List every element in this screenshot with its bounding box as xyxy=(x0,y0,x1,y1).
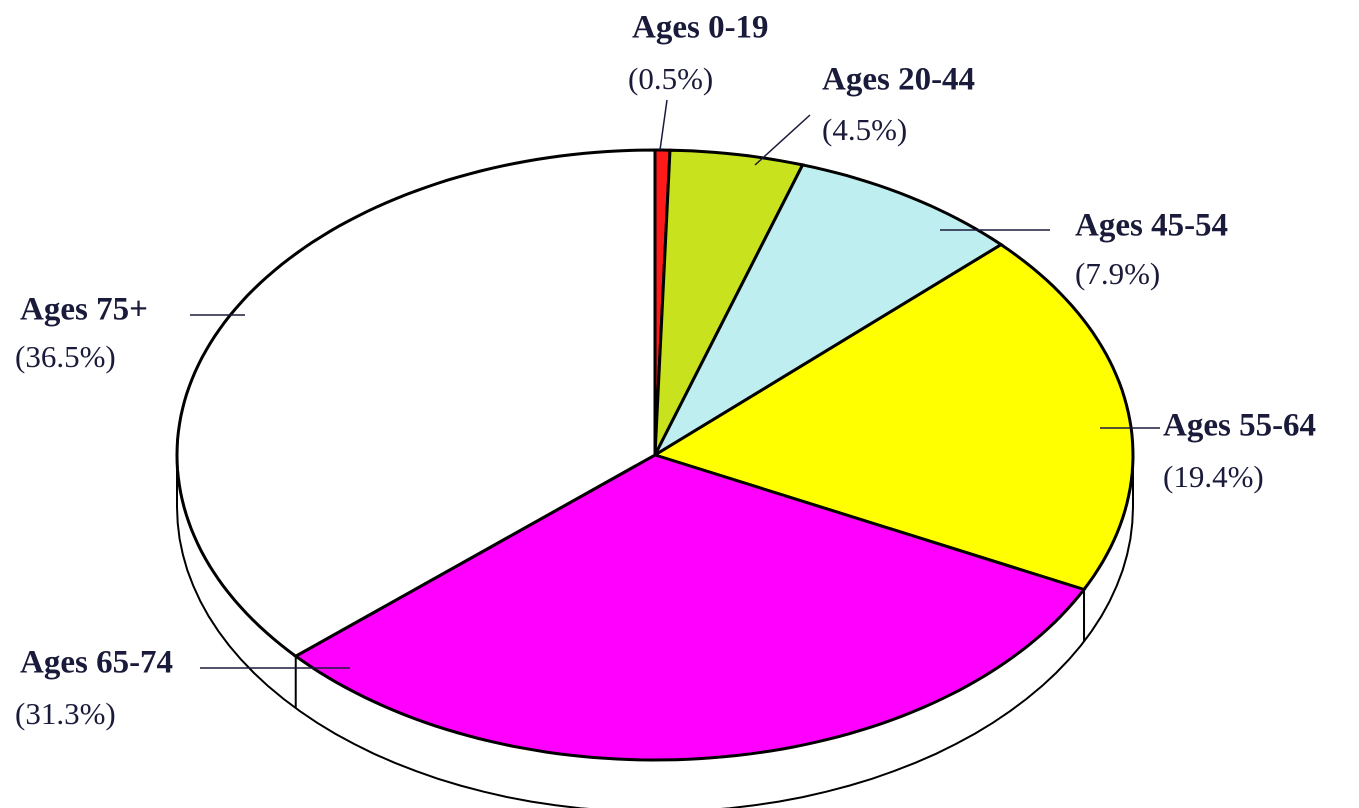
value-label: (31.3%) xyxy=(15,696,116,731)
pie-slice xyxy=(175,148,657,658)
leader-line xyxy=(659,99,668,151)
slice-label: Ages 75+ xyxy=(20,292,148,328)
slice-label: Ages 45-54 xyxy=(1075,208,1228,244)
slice-label: Ages 65-74 xyxy=(20,645,173,681)
pie-slice xyxy=(651,242,1135,592)
slice-label: Ages 55-64 xyxy=(1163,408,1316,444)
value-label: (7.9%) xyxy=(1075,256,1160,291)
slice-label: Ages 0-19 xyxy=(632,10,769,46)
value-label: (0.5%) xyxy=(628,61,713,96)
value-label: (36.5%) xyxy=(15,339,116,374)
value-label: (19.4%) xyxy=(1163,459,1264,494)
value-label: (4.5%) xyxy=(822,112,907,147)
slice-label: Ages 20-44 xyxy=(822,62,975,98)
pie-slice xyxy=(653,148,805,456)
pie-slice xyxy=(292,453,1087,762)
leader-line xyxy=(754,114,811,166)
